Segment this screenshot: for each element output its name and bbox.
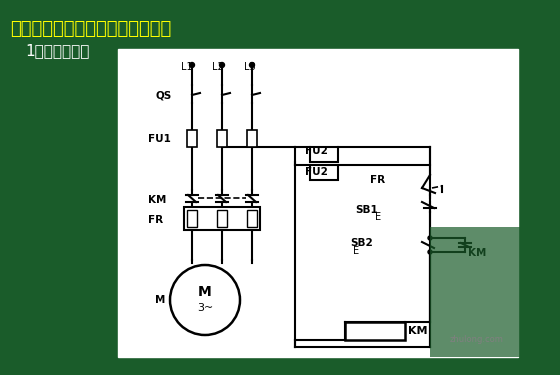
Text: KM: KM	[408, 326, 427, 336]
Text: E: E	[353, 246, 359, 256]
Circle shape	[428, 250, 432, 254]
Circle shape	[220, 63, 225, 68]
Text: FU2: FU2	[305, 146, 328, 156]
Text: KM: KM	[148, 195, 166, 205]
Text: 一、异步电动机直接起动控制电路: 一、异步电动机直接起动控制电路	[10, 20, 171, 38]
Text: 3~: 3~	[197, 303, 213, 313]
Text: M: M	[198, 285, 212, 299]
Circle shape	[250, 63, 254, 68]
Text: FR: FR	[370, 175, 385, 185]
Bar	[345, 322, 405, 340]
Bar	[217, 130, 227, 147]
Bar	[184, 207, 260, 230]
Bar	[118, 49, 518, 357]
Circle shape	[189, 63, 194, 68]
Text: QS: QS	[155, 90, 171, 100]
Circle shape	[428, 236, 432, 240]
Text: L1: L1	[181, 62, 193, 72]
Bar	[247, 130, 257, 147]
Bar	[187, 130, 197, 147]
Text: FR: FR	[148, 215, 163, 225]
Text: FU2: FU2	[305, 167, 328, 177]
Text: 1、控制电路图: 1、控制电路图	[25, 43, 90, 58]
Text: zhulong.com: zhulong.com	[450, 336, 504, 345]
Bar	[247, 210, 257, 227]
Bar	[310, 165, 338, 180]
Bar	[187, 210, 197, 227]
Text: SB1: SB1	[355, 205, 378, 215]
Circle shape	[170, 265, 240, 335]
Bar	[310, 147, 338, 162]
Bar	[217, 210, 227, 227]
Text: M: M	[155, 295, 165, 305]
Text: SB2: SB2	[350, 238, 373, 248]
Text: L3: L3	[244, 62, 256, 72]
Text: L2: L2	[212, 62, 224, 72]
Text: KM: KM	[468, 248, 487, 258]
Text: FU1: FU1	[148, 134, 171, 144]
Text: E: E	[375, 212, 381, 222]
Bar	[430, 227, 520, 357]
